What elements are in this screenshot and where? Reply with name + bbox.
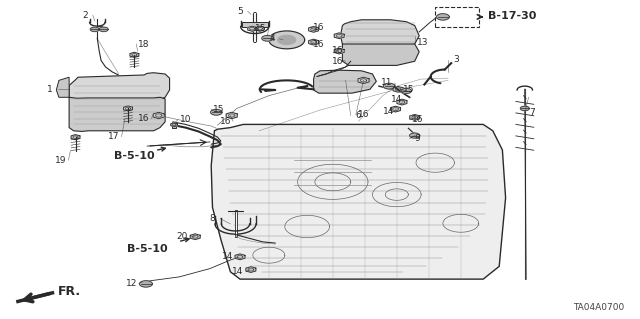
Text: 14: 14: [391, 95, 403, 104]
Text: 16: 16: [313, 23, 324, 32]
Text: TA04A0700: TA04A0700: [573, 303, 624, 312]
Text: 14: 14: [232, 267, 244, 276]
Polygon shape: [334, 48, 344, 54]
Polygon shape: [248, 26, 257, 31]
Text: 14: 14: [383, 107, 395, 115]
Text: 15: 15: [403, 85, 414, 94]
Text: 18: 18: [138, 40, 150, 48]
Text: 16: 16: [358, 110, 369, 119]
Polygon shape: [410, 115, 420, 120]
Text: 16: 16: [412, 115, 423, 124]
Polygon shape: [140, 281, 152, 287]
Text: 5: 5: [237, 7, 243, 16]
Polygon shape: [172, 122, 176, 128]
Polygon shape: [90, 27, 99, 32]
Polygon shape: [390, 106, 401, 112]
Text: 11: 11: [381, 78, 393, 87]
Polygon shape: [308, 39, 319, 45]
Text: 14: 14: [221, 252, 233, 261]
Polygon shape: [69, 97, 165, 131]
Text: 20: 20: [177, 232, 188, 241]
Polygon shape: [171, 123, 177, 127]
Polygon shape: [410, 133, 420, 138]
Polygon shape: [436, 14, 449, 20]
Text: 15: 15: [255, 24, 267, 33]
Text: 9: 9: [415, 134, 420, 143]
Text: 2: 2: [83, 11, 88, 20]
Text: B-17-30: B-17-30: [488, 11, 536, 21]
Text: 4: 4: [269, 34, 275, 43]
Polygon shape: [262, 35, 273, 41]
Text: 10: 10: [180, 115, 191, 124]
Polygon shape: [401, 88, 412, 93]
Text: 19: 19: [55, 156, 67, 165]
Polygon shape: [393, 86, 403, 92]
Polygon shape: [340, 20, 419, 48]
Polygon shape: [190, 234, 200, 240]
Text: 16: 16: [138, 114, 150, 123]
Polygon shape: [269, 31, 305, 49]
Polygon shape: [308, 26, 319, 32]
Text: 17: 17: [108, 132, 120, 141]
Polygon shape: [334, 33, 344, 39]
Polygon shape: [358, 77, 369, 84]
Text: 16: 16: [332, 46, 344, 55]
Polygon shape: [397, 99, 407, 105]
Text: 1: 1: [47, 85, 52, 94]
Polygon shape: [226, 112, 237, 119]
Polygon shape: [124, 106, 132, 111]
Polygon shape: [99, 27, 108, 32]
Text: 3: 3: [453, 56, 458, 64]
Polygon shape: [383, 83, 395, 89]
Text: 15: 15: [213, 105, 225, 114]
Text: 12: 12: [125, 279, 137, 288]
Text: 6: 6: [356, 111, 361, 120]
Polygon shape: [278, 35, 296, 44]
Text: 8: 8: [210, 214, 215, 223]
Polygon shape: [520, 106, 529, 111]
Polygon shape: [211, 109, 222, 115]
Polygon shape: [235, 254, 245, 260]
Polygon shape: [56, 77, 69, 97]
Text: 16: 16: [332, 57, 344, 66]
Polygon shape: [153, 112, 164, 119]
Text: FR.: FR.: [58, 286, 81, 298]
Text: 7: 7: [530, 108, 535, 117]
Text: B-5-10: B-5-10: [114, 151, 154, 161]
Polygon shape: [71, 135, 80, 140]
Polygon shape: [69, 73, 170, 102]
Polygon shape: [242, 22, 268, 27]
Polygon shape: [246, 267, 256, 272]
Text: 13: 13: [417, 38, 428, 47]
Text: 16: 16: [220, 117, 231, 126]
Text: B-5-10: B-5-10: [127, 244, 167, 254]
Text: 16: 16: [313, 40, 324, 48]
Polygon shape: [130, 52, 139, 57]
Polygon shape: [255, 26, 264, 31]
Polygon shape: [211, 124, 506, 279]
Polygon shape: [314, 70, 376, 93]
Polygon shape: [342, 44, 419, 65]
